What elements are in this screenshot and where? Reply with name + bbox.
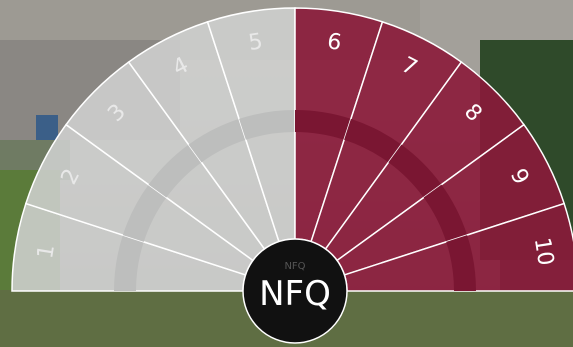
- level-3-ring: [148, 144, 202, 198]
- level-1-ring: [114, 235, 144, 292]
- level-6-ring: [294, 110, 351, 140]
- level-5-label: 5: [247, 29, 265, 56]
- level-9-ring: [423, 184, 468, 243]
- level-4-ring: [188, 118, 247, 163]
- level-7-ring: [343, 118, 402, 163]
- level-5-ring: [239, 110, 296, 140]
- nfq-center-hub[interactable]: NFQ NFQ: [242, 238, 348, 344]
- nfq-center-title: NFQ: [259, 274, 331, 314]
- level-8-ring: [388, 144, 442, 198]
- nfq-center-small-label: NFQ: [284, 261, 305, 272]
- level-10-label: 10: [529, 236, 558, 268]
- level-1-label: 1: [33, 243, 60, 261]
- level-2-ring: [122, 184, 167, 243]
- level-6-label: 6: [325, 29, 343, 56]
- level-10-ring: [446, 235, 476, 292]
